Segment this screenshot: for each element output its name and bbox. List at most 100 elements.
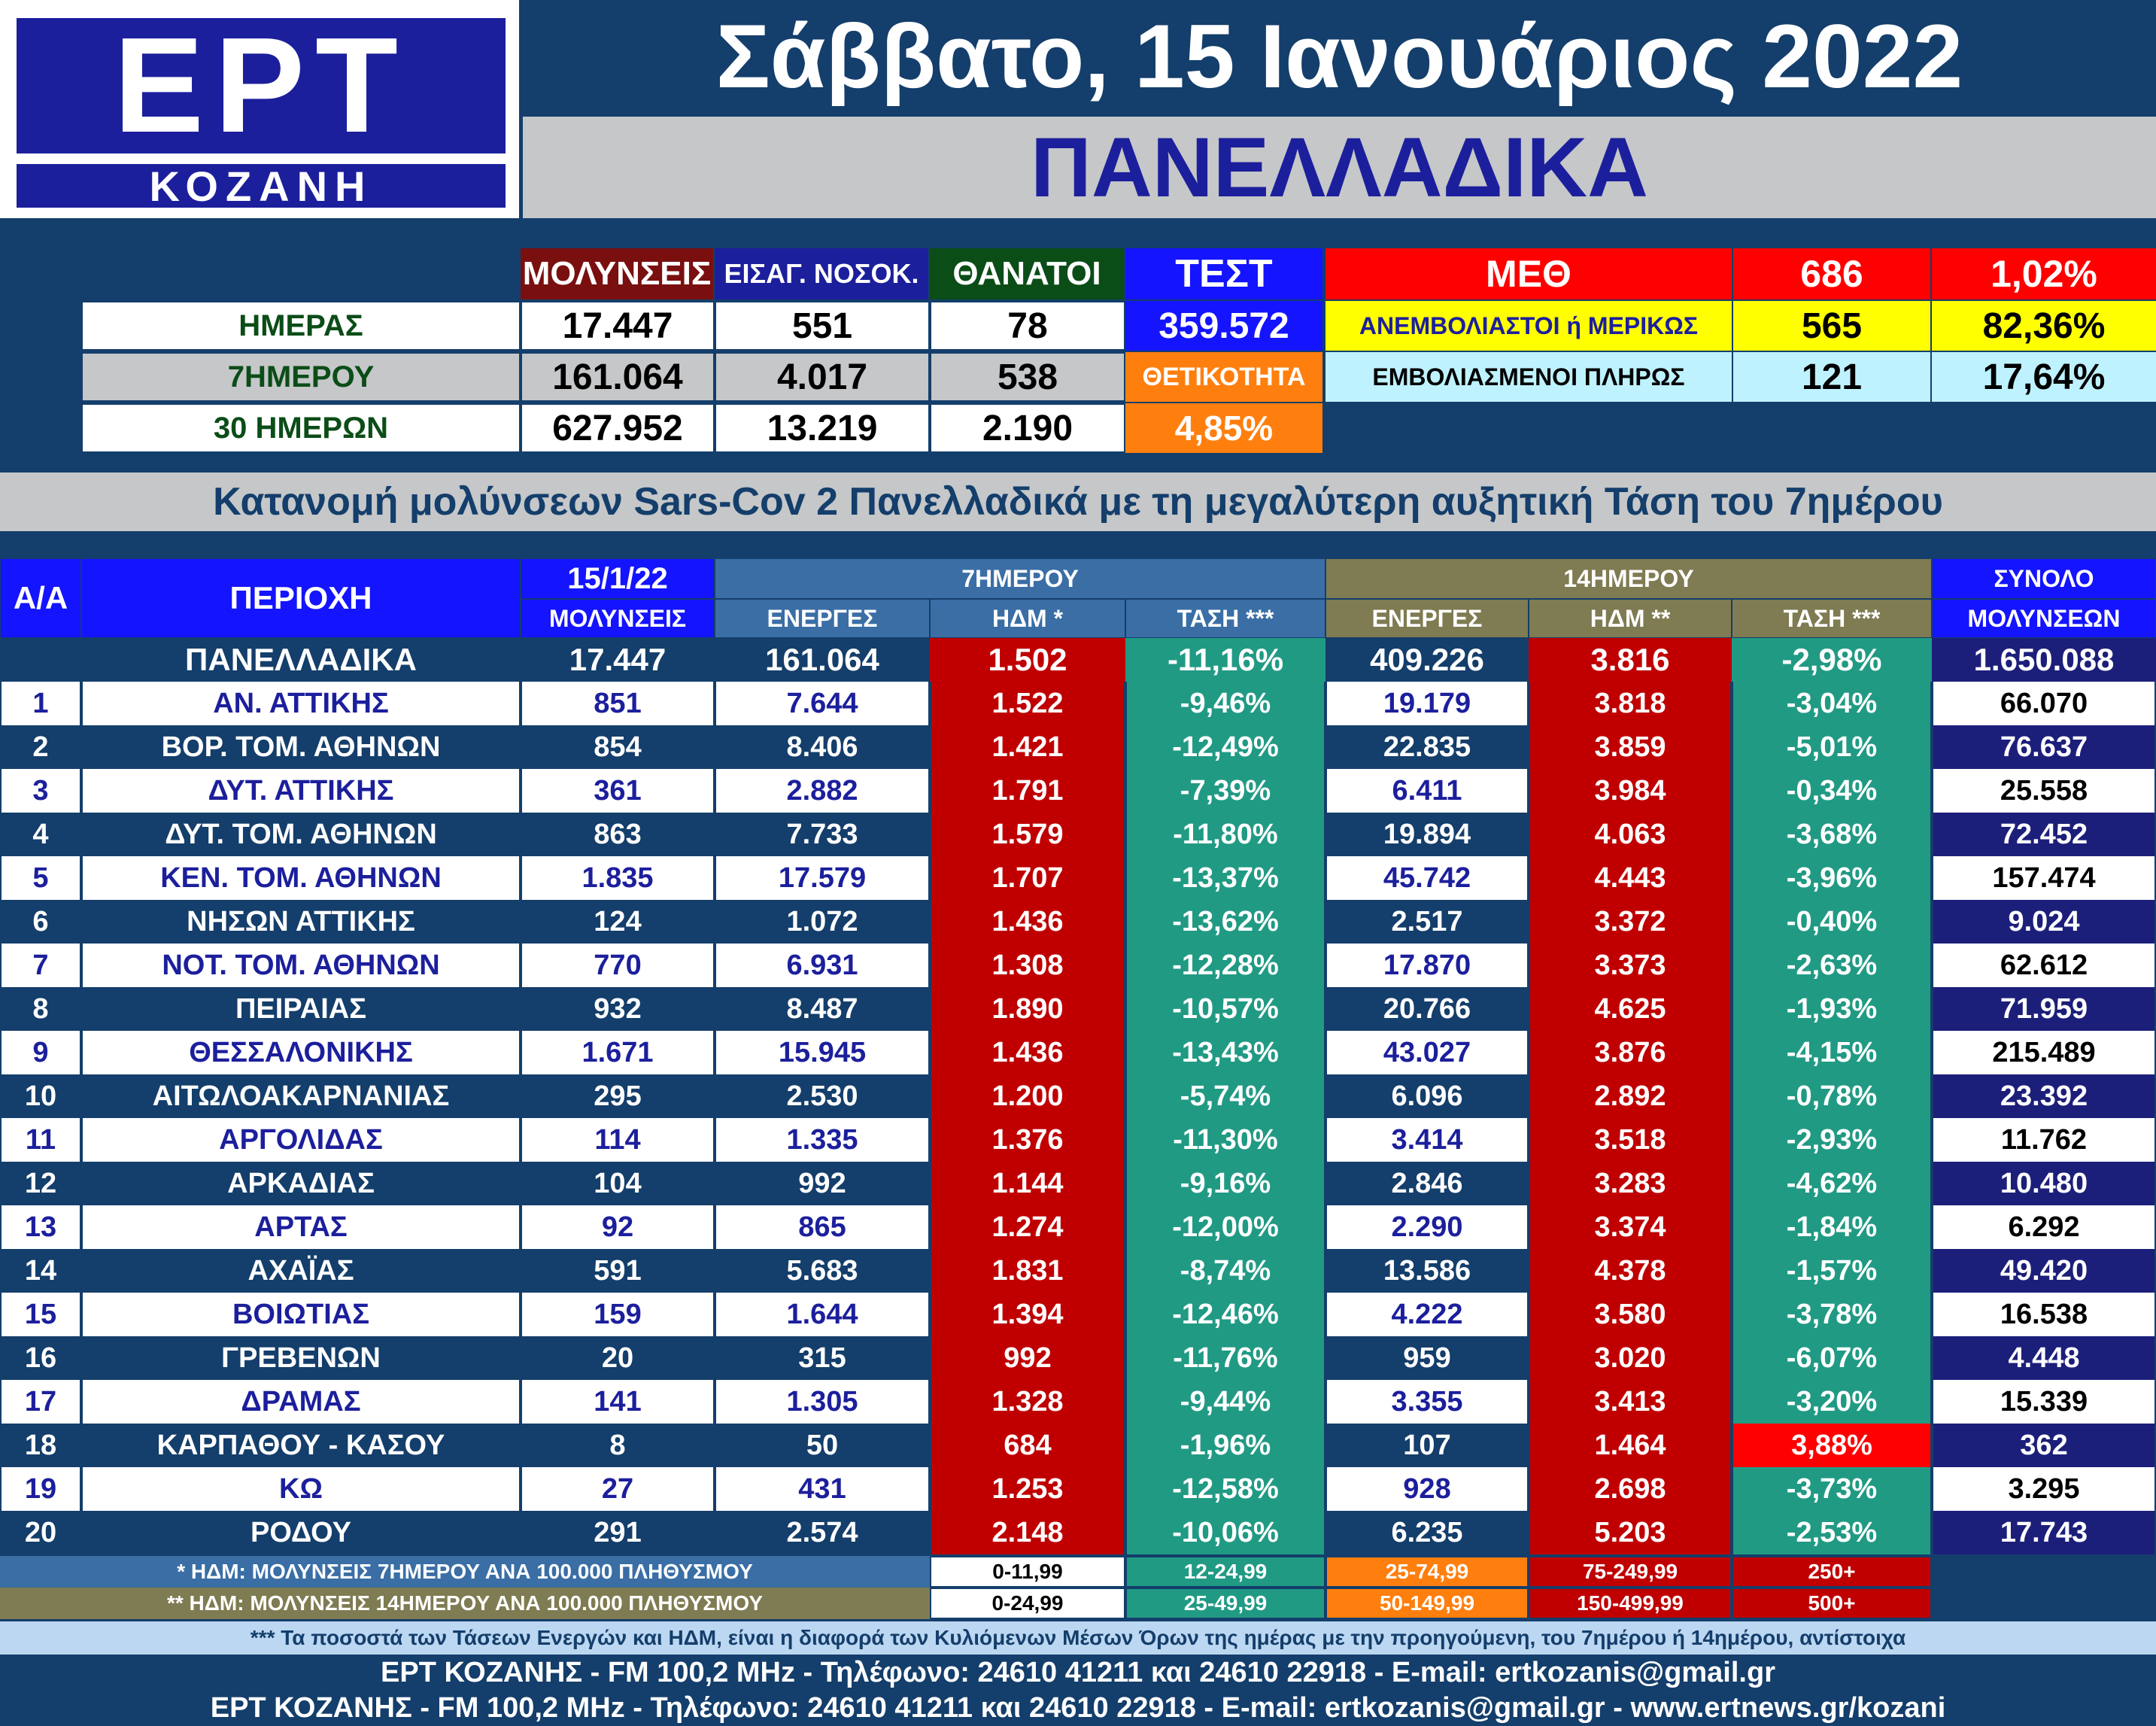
national-row: ΠΑΝΕΛΛΑΔΙΚΑ 17.447 161.064 1.502 -11,16%… (0, 638, 2156, 682)
region-total: 11.762 (1932, 1118, 2156, 1162)
summary-header-deaths: ΘΑΝΑΤΟΙ (930, 248, 1124, 299)
region-day-infections: 851 (521, 682, 715, 725)
region-total: 62.612 (1932, 944, 2156, 987)
region-trend14: -3,78% (1732, 1293, 1932, 1336)
region-idm7: 1.522 (930, 682, 1125, 725)
legend-range-14day: 50-149,99 (1325, 1588, 1529, 1619)
region-trend14: -1,57% (1732, 1249, 1932, 1293)
summary-month-infections: 627.952 (521, 403, 715, 453)
region-idm14: 2.892 (1529, 1074, 1732, 1118)
col-header-date: 15/1/22 (521, 558, 715, 599)
region-name: ΠΕΙΡΑΙΑΣ (81, 987, 521, 1031)
region-aa: 5 (0, 856, 81, 900)
region-idm14: 3.374 (1529, 1205, 1732, 1249)
legend-range-14day: 150-499,99 (1529, 1588, 1732, 1619)
region-idm7: 2.148 (930, 1511, 1125, 1554)
region-trend14: -3,04% (1732, 682, 1932, 725)
table-row: 9 ΘΕΣΣΑΛΟΝΙΚΗΣ 1.671 15.945 1.436 -13,43% 43.0… (0, 1031, 2156, 1074)
region-trend7: -12,58% (1125, 1467, 1325, 1511)
legend-range-7day: 12-24,99 (1125, 1556, 1325, 1588)
region-day-infections: 159 (521, 1293, 715, 1336)
legend-range-7day: 25-74,99 (1325, 1556, 1529, 1588)
region-trend14: -3,68% (1732, 813, 1932, 856)
region-trend14: -0,40% (1732, 900, 1932, 944)
report-date: Σάββατο, 15 Ιανουάριος 2022 (523, 0, 2156, 113)
col-header-region: ΠΕΡΙΟΧΗ (81, 558, 521, 638)
col-header-infections: ΜΟΛΥΝΣΕΙΣ (521, 599, 715, 638)
region-idm14: 3.518 (1529, 1118, 1732, 1162)
region-day-infections: 361 (521, 769, 715, 813)
region-active14: 4.222 (1325, 1293, 1529, 1336)
col-header-idm7: ΗΔΜ * (930, 599, 1125, 638)
region-active14: 3.355 (1325, 1380, 1529, 1424)
region-aa: 2 (0, 725, 81, 769)
report-scope: ΠΑΝΕΛΛΑΔΙΚΑ (523, 117, 2156, 218)
region-aa: 4 (0, 813, 81, 856)
region-total: 71.959 (1932, 987, 2156, 1031)
region-idm7: 1.253 (930, 1467, 1125, 1511)
region-total: 23.392 (1932, 1074, 2156, 1118)
region-aa: 9 (0, 1031, 81, 1074)
region-trend7: -9,46% (1125, 682, 1325, 725)
region-idm7: 1.707 (930, 856, 1125, 900)
region-day-infections: 591 (521, 1249, 715, 1293)
region-idm7: 1.274 (930, 1205, 1125, 1249)
table-row: 19 ΚΩ 27 431 1.253 -12,58% 928 2.698 -3,73% 3.295 (0, 1467, 2156, 1511)
region-trend7: -10,57% (1125, 987, 1325, 1031)
region-idm14: 3.859 (1529, 725, 1732, 769)
region-idm14: 3.984 (1529, 769, 1732, 813)
table-row: 16 ΓΡΕΒΕΝΩΝ 20 315 992 -11,76% 959 3.020 -6,07% 4… (0, 1336, 2156, 1380)
region-day-infections: 295 (521, 1074, 715, 1118)
national-aa (0, 638, 81, 682)
region-active7: 992 (715, 1162, 930, 1205)
col-header-total-bottom: ΜΟΛΥΝΣΕΩΝ (1932, 599, 2156, 638)
region-active14: 20.766 (1325, 987, 1529, 1031)
region-idm14: 3.373 (1529, 944, 1732, 987)
region-active14: 928 (1325, 1467, 1529, 1511)
region-trend7: -11,76% (1125, 1336, 1325, 1380)
region-trend14: -1,93% (1732, 987, 1932, 1031)
region-active7: 50 (715, 1424, 930, 1467)
region-aa: 11 (0, 1118, 81, 1162)
col-group-14day: 14ΗΜΕΡΟΥ (1325, 558, 1932, 599)
table-row: 1 ΑΝ. ΑΤΤΙΚΗΣ 851 7.644 1.522 -9,46% 19.179 3.8… (0, 682, 2156, 725)
region-trend7: -12,46% (1125, 1293, 1325, 1336)
region-day-infections: 8 (521, 1424, 715, 1467)
region-aa: 13 (0, 1205, 81, 1249)
region-trend7: -9,44% (1125, 1380, 1325, 1424)
national-active14: 409.226 (1325, 638, 1529, 682)
region-active14: 2.517 (1325, 900, 1529, 944)
region-trend14: -5,01% (1732, 725, 1932, 769)
region-trend7: -8,74% (1125, 1249, 1325, 1293)
region-name: ΑΡΤΑΣ (81, 1205, 521, 1249)
icu-vaccinated-percent: 17,64% (1932, 352, 2156, 402)
table-row: 3 ΔΥΤ. ΑΤΤΙΚΗΣ 361 2.882 1.791 -7,39% 6.411 3.9… (0, 769, 2156, 813)
region-idm14: 3.020 (1529, 1336, 1732, 1380)
region-active14: 2.846 (1325, 1162, 1529, 1205)
region-idm7: 1.791 (930, 769, 1125, 813)
footer-contact-web: ΕΡΤ ΚΟΖΑΝΗΣ - FM 100,2 MHz - Τηλέφωνο: 2… (0, 1691, 2156, 1726)
region-trend14: -2,63% (1732, 944, 1932, 987)
legend-range-7day: 250+ (1732, 1556, 1932, 1588)
table-row: 4 ΔΥΤ. ΤΟΜ. ΑΘΗΝΩΝ 863 7.733 1.579 -11,80% 19.… (0, 813, 2156, 856)
icu-unvaccinated-label: ΑΝΕΜΒΟΛΙΑΣΤΟΙ ή ΜΕΡΙΚΩΣ (1325, 301, 1732, 351)
national-idm14: 3.816 (1529, 638, 1732, 682)
logo-wordmark: ΕΡΤ (17, 18, 506, 153)
region-total: 49.420 (1932, 1249, 2156, 1293)
region-name: ΒΟΡ. ΤΟΜ. ΑΘΗΝΩΝ (81, 725, 521, 769)
summary-label-month: 30 ΗΜΕΡΩΝ (81, 403, 521, 453)
region-active14: 6.411 (1325, 769, 1529, 813)
region-idm7: 1.421 (930, 725, 1125, 769)
region-name: ΚΕΝ. ΤΟΜ. ΑΘΗΝΩΝ (81, 856, 521, 900)
region-active14: 19.894 (1325, 813, 1529, 856)
region-aa: 19 (0, 1467, 81, 1511)
region-day-infections: 863 (521, 813, 715, 856)
table-row: 12 ΑΡΚΑΔΙΑΣ 104 992 1.144 -9,16% 2.846 3.283 -4,… (0, 1162, 2156, 1205)
region-active7: 6.931 (715, 944, 930, 987)
region-total: 4.448 (1932, 1336, 2156, 1380)
region-trend14: -3,73% (1732, 1467, 1932, 1511)
region-active7: 8.487 (715, 987, 930, 1031)
summary-month-admissions: 13.219 (715, 403, 930, 453)
region-day-infections: 20 (521, 1336, 715, 1380)
region-total: 215.489 (1932, 1031, 2156, 1074)
